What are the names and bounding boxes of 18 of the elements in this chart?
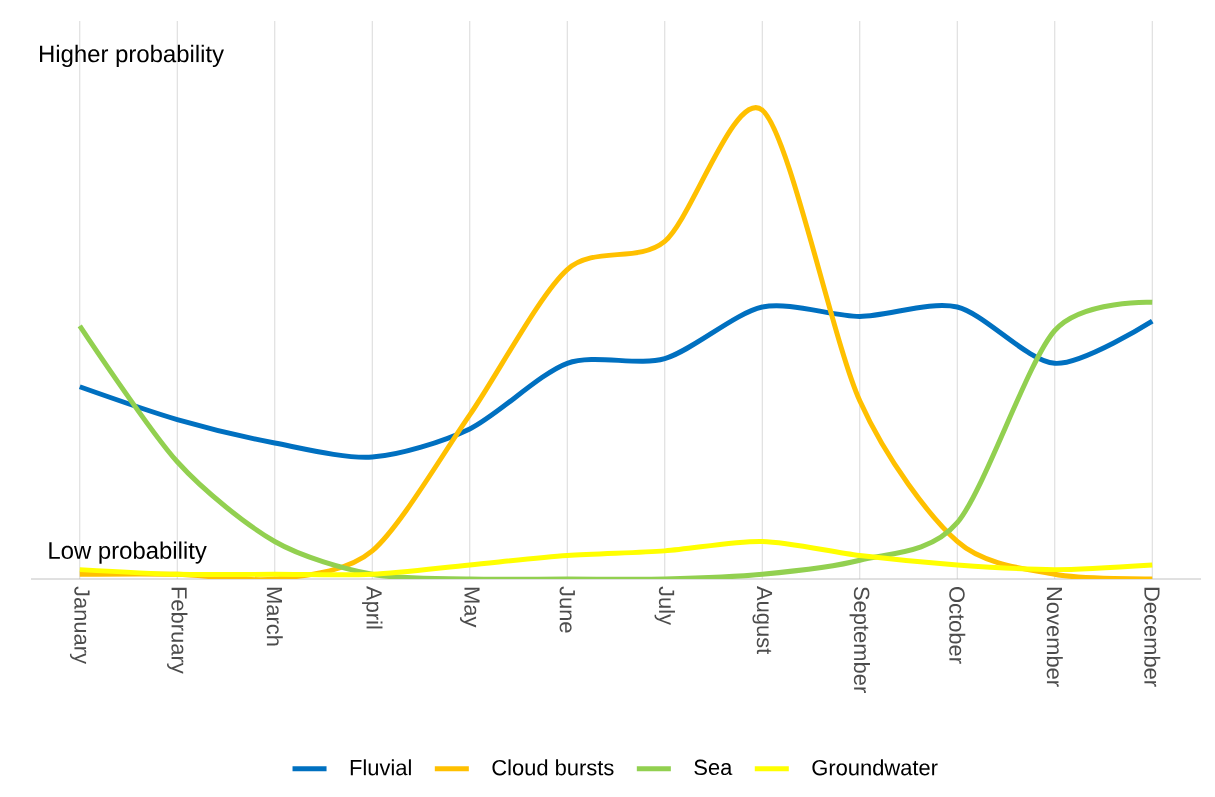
x-tick-label: October (949, 587, 966, 664)
x-tick-label: December (1144, 587, 1161, 687)
legend-label: Cloud bursts (492, 759, 614, 776)
legend-label: Fluvial (350, 759, 411, 776)
legend-label: Groundwater (812, 759, 938, 776)
x-tick-label: June (559, 586, 575, 633)
x-tick-label: September (849, 587, 870, 693)
x-tick-label: April (362, 586, 383, 629)
x-tick-label: January (69, 586, 90, 664)
x-tick-label: May (459, 587, 480, 628)
x-tick-label: March (266, 587, 283, 646)
text: Higher probability (40, 44, 224, 68)
x-tick-label: July (654, 586, 675, 625)
x-tick-label: November (1046, 587, 1063, 687)
x-tick-label: February (167, 587, 188, 674)
x-tick-label: August (752, 586, 773, 655)
annotation: Low probability (49, 541, 207, 564)
legend-label: Sea (694, 759, 733, 776)
